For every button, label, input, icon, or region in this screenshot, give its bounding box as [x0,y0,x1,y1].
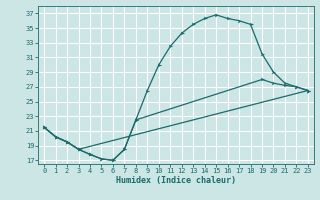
X-axis label: Humidex (Indice chaleur): Humidex (Indice chaleur) [116,176,236,185]
